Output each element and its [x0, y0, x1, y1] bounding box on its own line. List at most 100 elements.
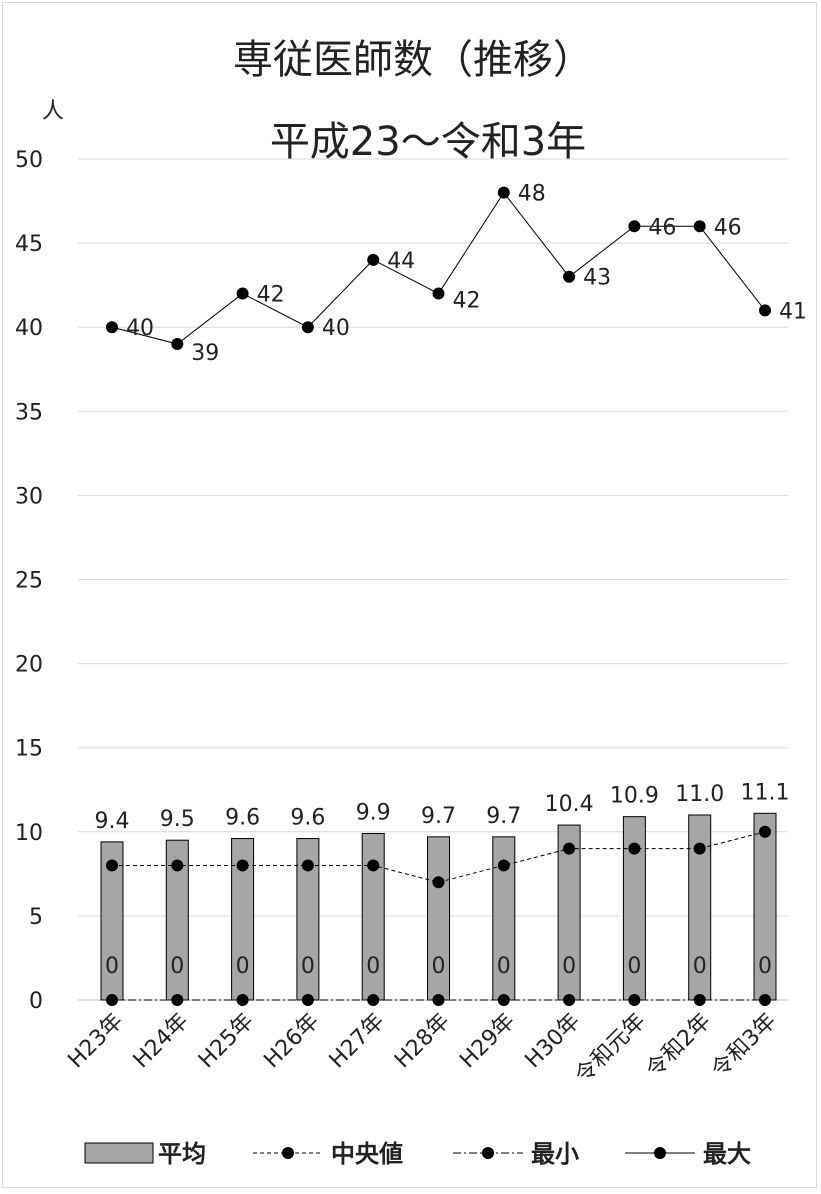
- legend-label-median: 中央値: [331, 1140, 403, 1168]
- max-data-label: 39: [191, 341, 219, 366]
- bar-data-label: 10.9: [610, 784, 659, 809]
- median-point: [367, 859, 380, 872]
- min-point: [693, 994, 706, 1006]
- min-data-label: 0: [301, 954, 315, 979]
- min-data-label: 0: [693, 954, 707, 979]
- min-data-label: 0: [170, 954, 184, 979]
- max-data-label: 46: [714, 215, 742, 240]
- min-point: [432, 994, 445, 1006]
- min-data-label: 0: [627, 954, 641, 979]
- y-tick-label: 15: [15, 737, 43, 762]
- max-data-label: 43: [583, 266, 611, 291]
- y-tick-label: 40: [15, 316, 43, 341]
- x-tick-label: H23年: [64, 1009, 129, 1074]
- min-data-label: 0: [562, 954, 576, 979]
- min-data-label: 0: [432, 954, 446, 979]
- bar-data-label: 9.6: [290, 806, 325, 831]
- chart-subtitle: 平成23〜令和3年: [270, 119, 586, 165]
- max-data-label: 46: [648, 215, 676, 240]
- median-point: [106, 859, 118, 872]
- data-labels: 9.4 9.5 9.6 9.6 9.9 9.7 9.7 10.4 10.9 11.0 11.1 0 0 0…: [95, 182, 808, 979]
- median-point: [693, 842, 706, 855]
- legend-swatch-min-point: [482, 1147, 494, 1159]
- line-series: [106, 186, 771, 1006]
- x-tick-label: H28年: [390, 1009, 455, 1074]
- max-point: [432, 287, 445, 300]
- min-point: [497, 994, 510, 1006]
- x-tick-label: 令和元年: [571, 1009, 651, 1089]
- bar-series: [100, 812, 777, 1001]
- median-point: [628, 842, 641, 855]
- max-data-label: 41: [779, 299, 807, 324]
- y-tick-label: 30: [15, 484, 43, 509]
- x-tick-label: H27年: [325, 1009, 390, 1074]
- legend-label-mean: 平均: [158, 1140, 206, 1168]
- min-point: [171, 994, 184, 1006]
- min-data-label: 0: [236, 954, 250, 979]
- y-axis-ticks: 0 5 10 15 20 25 30 35 40 45 50: [15, 148, 43, 1014]
- chart: 専従医師数（推移） 平成23〜令和3年 人 0 5 10 15 20 25 30 35 40 45…: [15, 37, 808, 1168]
- median-point: [759, 825, 771, 838]
- min-data-label: 0: [497, 954, 511, 979]
- y-tick-label: 5: [29, 905, 43, 930]
- y-tick-label: 45: [15, 232, 43, 257]
- legend-swatch-max-point: [654, 1147, 666, 1159]
- median-line: [112, 831, 766, 883]
- legend-swatch-median-point: [282, 1147, 294, 1159]
- min-point: [628, 994, 641, 1006]
- x-tick-label: H24年: [129, 1009, 194, 1074]
- max-point: [236, 287, 249, 300]
- bar-data-label: 11.1: [741, 780, 790, 805]
- bar-data-label: 9.7: [421, 804, 456, 829]
- y-tick-label: 20: [15, 653, 43, 678]
- chart-title: 専従医師数（推移）: [233, 37, 593, 83]
- min-data-label: 0: [758, 954, 772, 979]
- bar-data-label: 10.4: [545, 792, 594, 817]
- max-point: [497, 186, 510, 199]
- min-data-label: 0: [366, 954, 380, 979]
- median-point: [432, 876, 445, 889]
- x-tick-label: H30年: [521, 1009, 586, 1074]
- median-point: [497, 859, 510, 872]
- max-point: [106, 321, 118, 334]
- max-data-label: 40: [126, 316, 154, 341]
- x-tick-label: H25年: [194, 1009, 259, 1074]
- max-point: [563, 270, 576, 283]
- min-point: [106, 994, 118, 1006]
- bar-data-label: 11.0: [675, 782, 724, 807]
- y-axis-unit: 人: [42, 99, 64, 124]
- bar-data-label: 9.7: [486, 804, 521, 829]
- y-tick-label: 0: [29, 989, 43, 1014]
- min-point: [563, 994, 576, 1006]
- bar-data-label: 9.5: [160, 807, 195, 832]
- legend-label-max: 最大: [703, 1140, 751, 1168]
- x-tick-label: 令和2年: [642, 1009, 716, 1083]
- max-point: [367, 253, 380, 266]
- min-point: [301, 994, 314, 1006]
- max-data-label: 48: [518, 182, 546, 207]
- median-point: [563, 842, 576, 855]
- median-point: [236, 859, 249, 872]
- y-tick-label: 50: [15, 148, 43, 173]
- legend-swatch-mean: [84, 1142, 154, 1164]
- bar-data-label: 9.4: [95, 809, 130, 834]
- min-point: [236, 994, 249, 1006]
- median-point: [171, 859, 184, 872]
- max-point: [759, 304, 771, 317]
- x-tick-label: H29年: [455, 1009, 520, 1074]
- x-tick-label: H26年: [259, 1009, 324, 1074]
- y-tick-label: 10: [15, 821, 43, 846]
- max-point: [301, 321, 314, 334]
- max-data-label: 42: [257, 283, 285, 308]
- max-data-label: 42: [453, 289, 481, 314]
- bar-data-label: 9.6: [225, 806, 260, 831]
- min-point: [759, 994, 771, 1006]
- legend: 平均 中央値 最小 最大: [84, 1140, 751, 1168]
- min-data-label: 0: [105, 954, 119, 979]
- y-tick-label: 35: [15, 400, 43, 425]
- max-data-label: 44: [387, 249, 415, 274]
- x-tick-label: 令和3年: [707, 1009, 781, 1083]
- min-point: [367, 994, 380, 1006]
- legend-label-min: 最小: [531, 1140, 579, 1168]
